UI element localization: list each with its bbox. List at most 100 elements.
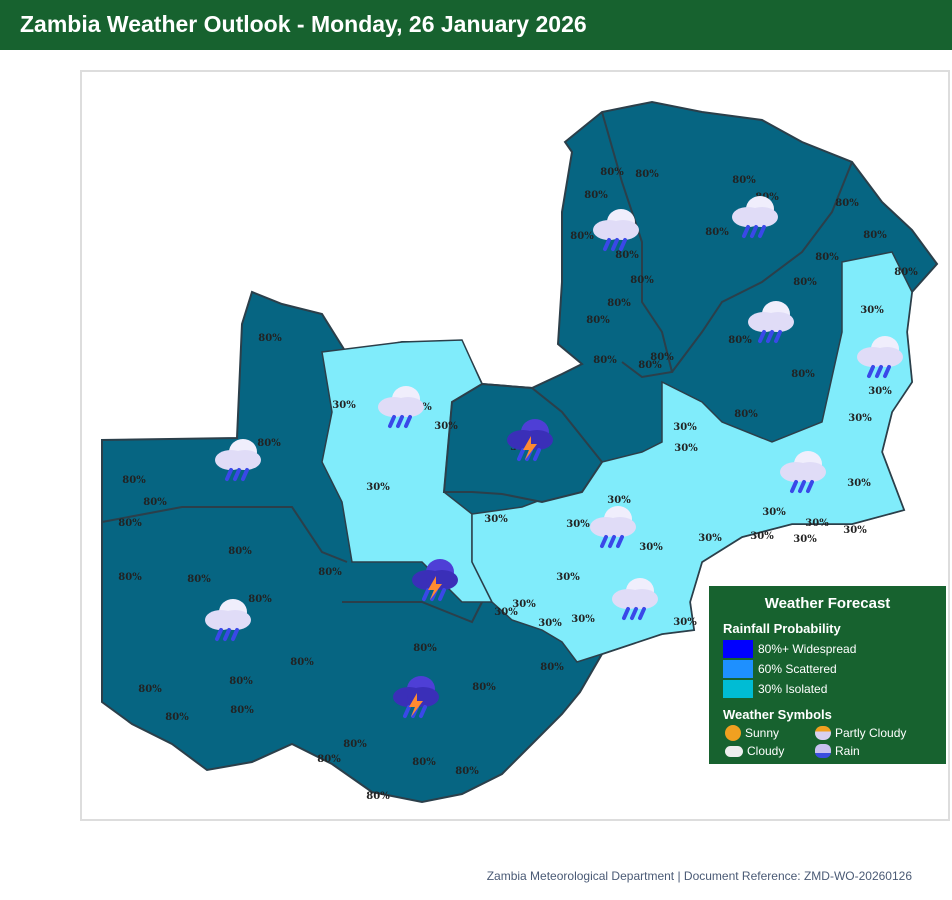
probability-label: 30% — [793, 534, 817, 545]
probability-label: 30% — [434, 421, 458, 432]
page-title: Zambia Weather Outlook - Monday, 26 Janu… — [0, 0, 952, 50]
probability-label: 30% — [762, 507, 786, 518]
probability-label: 30% — [332, 400, 356, 411]
probability-label: 80% — [705, 227, 729, 238]
probability-label: 80% — [228, 546, 252, 557]
rain-icon — [205, 599, 251, 641]
rain-icon — [732, 196, 778, 238]
partly-cloudy-icon — [815, 726, 831, 740]
rain-icon — [215, 439, 261, 481]
probability-label: 80% — [248, 594, 272, 605]
probability-label: 30% — [698, 533, 722, 544]
probability-label: 30% — [860, 305, 884, 316]
legend-item-isolated: 30% Isolated — [723, 679, 946, 699]
symbol-label: Sunny — [745, 726, 780, 740]
probability-label: 80% — [472, 682, 496, 693]
probability-label: 80% — [600, 167, 624, 178]
symbol-label: Partly Cloudy — [835, 726, 907, 740]
probability-label: 80% — [728, 335, 752, 346]
probability-label: 80% — [540, 662, 564, 673]
probability-label: 80% — [607, 298, 631, 309]
probability-label: 80% — [593, 355, 617, 366]
probability-label: 80% — [122, 475, 146, 486]
probability-label: 80% — [650, 352, 674, 363]
probability-label: 80% — [138, 684, 162, 695]
rain-icon — [593, 209, 639, 251]
map-legend: Weather Forecast Rainfall Probability 80… — [709, 586, 946, 764]
probability-label: 30% — [847, 478, 871, 489]
probability-label: 80% — [118, 518, 142, 529]
probability-label: 80% — [586, 315, 610, 326]
thunderstorm-icon — [393, 676, 439, 718]
probability-label: 80% — [791, 369, 815, 380]
footer: Zambia Meteorological Department | Docum… — [486, 869, 912, 883]
probability-label: 80% — [455, 766, 479, 777]
probability-label: 80% — [815, 252, 839, 263]
cloud-icon — [725, 745, 743, 757]
probability-label: 80% — [732, 175, 756, 186]
rain-icon — [612, 578, 658, 620]
rainfall-heading: Rainfall Probability — [723, 621, 841, 636]
probability-label: 80% — [755, 192, 779, 203]
probability-label: 30% — [750, 531, 774, 542]
probability-label: 80% — [584, 190, 608, 201]
sun-icon — [725, 725, 741, 741]
probability-label: 30% — [556, 572, 580, 583]
probability-label: 30% — [366, 482, 390, 493]
symbol-label: Cloudy — [747, 744, 785, 758]
rain-icon — [378, 386, 424, 428]
probability-label: 80% — [734, 409, 758, 420]
probability-label: 30% — [512, 599, 536, 610]
legend-item-scattered: 60% Scattered — [723, 659, 946, 679]
probability-label: 80% — [366, 791, 390, 802]
probability-label: 80% — [165, 712, 189, 723]
probability-label: 80% — [635, 169, 659, 180]
symbols-heading: Weather Symbols — [723, 707, 832, 722]
probability-label: 30% — [674, 443, 698, 454]
legend-label: 60% Scattered — [758, 662, 837, 676]
probability-label: 80% — [230, 705, 254, 716]
legend-label: 30% Isolated — [758, 682, 828, 696]
probability-label: 30% — [494, 607, 518, 618]
probability-label: 80% — [187, 574, 211, 585]
probability-label: 30% — [607, 495, 631, 506]
zambia-map[interactable]: 80% 80% 80% 80% 80% 80% 80% 80% 80% 80% 80% 80% 80% 8… — [82, 72, 952, 823]
region-low-rain-central[interactable] — [471, 251, 913, 663]
probability-label: 80% — [863, 230, 887, 241]
rain-icon — [590, 506, 636, 548]
rain-icon — [780, 451, 826, 493]
probability-label: 30% — [868, 386, 892, 397]
probability-label: 80% — [793, 277, 817, 288]
thunderstorm-icon — [507, 419, 553, 461]
probability-label: 80% — [258, 333, 282, 344]
probability-label: 30% — [566, 519, 590, 530]
probability-label: 80% — [615, 250, 639, 261]
probability-label: 80% — [343, 739, 367, 750]
probability-label: 30% — [673, 422, 697, 433]
probability-label: 80% — [290, 657, 314, 668]
legend-item-widespread: 80%+ Widespread — [723, 639, 946, 659]
thunderstorm-icon — [412, 559, 458, 601]
probability-label: 30% — [484, 514, 508, 525]
probability-label: 30% — [805, 518, 829, 529]
probability-label: 80% — [630, 275, 654, 286]
map-frame: 80% 80% 80% 80% 80% 80% 80% 80% 80% 80% 80% 80% 80% 8… — [80, 70, 950, 821]
legend-title: Weather Forecast — [764, 595, 891, 612]
probability-label: 80% — [229, 676, 253, 687]
probability-label: 80% — [317, 754, 341, 765]
symbol-label: Rain — [835, 744, 860, 758]
probability-label: 80% — [318, 567, 342, 578]
probability-label: 80% — [894, 267, 918, 278]
probability-label: 80% — [412, 757, 436, 768]
probability-label: 80% — [118, 572, 142, 583]
probability-label: 30% — [538, 618, 562, 629]
legend-label: 80%+ Widespread — [758, 642, 857, 656]
rain-icon — [815, 744, 831, 758]
rain-icon — [748, 301, 794, 343]
probability-label: 80% — [835, 198, 859, 209]
probability-label: 80% — [570, 231, 594, 242]
probability-label: 30% — [843, 525, 867, 536]
probability-label: 30% — [673, 617, 697, 628]
probability-label: 80% — [143, 497, 167, 508]
probability-label: 80% — [257, 438, 281, 449]
